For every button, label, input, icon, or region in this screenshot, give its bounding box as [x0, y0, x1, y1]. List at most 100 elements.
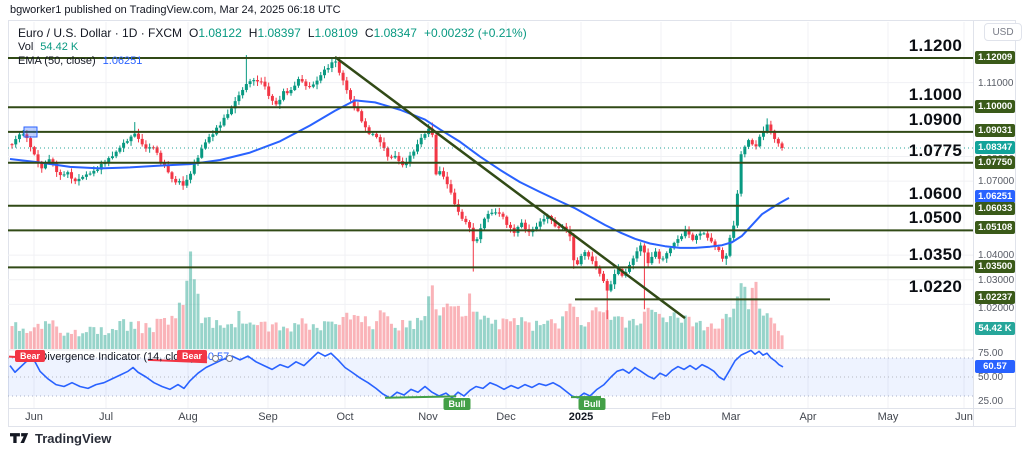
price-scale-badge[interactable]: 1.06033: [975, 201, 1016, 215]
candle-body: [628, 264, 632, 272]
candle-body: [308, 86, 312, 88]
candle-body: [616, 269, 620, 275]
footer-brand[interactable]: TradingView: [10, 431, 111, 446]
candle-body: [386, 148, 390, 157]
level-price-label[interactable]: 1.0220: [908, 277, 962, 297]
volume-bar: [494, 319, 498, 349]
candle-body: [546, 215, 550, 219]
price-scale-tick[interactable]: 1.02000: [978, 303, 1015, 315]
level-price-label[interactable]: 1.0500: [908, 208, 962, 228]
volume-label[interactable]: Vol: [18, 41, 34, 53]
candle-body: [129, 136, 133, 142]
time-axis-label[interactable]: Sep: [258, 411, 278, 423]
candle-body: [32, 147, 36, 155]
candle-body: [293, 85, 297, 90]
volume-bar: [103, 334, 107, 349]
volume-bar: [482, 315, 486, 349]
price-scale-badge[interactable]: 60.57: [975, 359, 1015, 373]
volume-bar: [278, 330, 282, 349]
time-axis-label[interactable]: Jul: [98, 411, 114, 423]
volume-bar: [363, 316, 367, 349]
candle-body: [337, 61, 341, 73]
price-scale-badge[interactable]: 1.03500: [975, 260, 1016, 274]
ema-label[interactable]: EMA (50, close): [18, 55, 96, 67]
candle-body: [200, 148, 204, 158]
volume-bar: [579, 325, 583, 349]
volume-bar: [330, 321, 334, 349]
time-axis-label[interactable]: 2025: [568, 411, 594, 423]
candle-body: [189, 173, 193, 180]
price-scale-badge[interactable]: 1.06251: [975, 189, 1016, 203]
volume-bar: [743, 286, 747, 349]
volume-bar: [181, 305, 185, 349]
price-scale-tick[interactable]: 1.03000: [978, 274, 1015, 286]
time-axis-label[interactable]: Aug: [178, 411, 198, 423]
line-anchor-handle[interactable]: [23, 126, 38, 138]
volume-bar: [561, 316, 565, 349]
price-scale-tick[interactable]: 75.00: [978, 348, 1004, 360]
candle-body: [438, 171, 442, 175]
level-price-label[interactable]: 1.1200: [908, 36, 962, 56]
price-scale-badge[interactable]: 1.10000: [975, 100, 1016, 114]
candle-body: [192, 164, 196, 174]
time-axis-label[interactable]: Nov: [418, 411, 438, 423]
chart-plot-area[interactable]: [8, 20, 973, 413]
candle-body: [687, 230, 691, 235]
symbol-ohlc-row: Euro / U.S. Dollar · 1D · FXCM O1.08122 …: [18, 27, 527, 40]
volume-bar: [713, 328, 717, 349]
volume-bar: [25, 332, 29, 349]
level-price-label[interactable]: 1.0600: [908, 183, 962, 203]
time-axis-label[interactable]: Apr: [799, 411, 817, 423]
currency-label[interactable]: USD: [984, 23, 1022, 41]
time-axis-label[interactable]: Feb: [651, 411, 671, 423]
level-price-label[interactable]: 1.0900: [908, 109, 962, 129]
level-price-label[interactable]: 1.0775: [908, 140, 962, 160]
volume-bar: [401, 320, 405, 349]
candle-body: [375, 133, 379, 138]
candle-body: [211, 134, 215, 137]
time-axis-label[interactable]: Jun: [25, 411, 43, 423]
volume-bar: [192, 279, 196, 349]
indicator-circle-icon[interactable]: [212, 355, 219, 362]
price-scale-tick[interactable]: 1.07000: [978, 176, 1015, 188]
price-scale-tick[interactable]: 25.00: [978, 395, 1004, 407]
price-scale-badge[interactable]: 54.42 K: [975, 322, 1015, 335]
level-price-label[interactable]: 1.0350: [908, 245, 962, 265]
price-scale-badge[interactable]: 1.02237: [975, 291, 1016, 305]
time-axis-label[interactable]: Dec: [496, 411, 516, 423]
price-scale-badge[interactable]: 1.12009: [975, 50, 1016, 64]
time-axis-label[interactable]: Jun: [955, 411, 973, 423]
volume-series[interactable]: [10, 251, 784, 349]
level-price-label[interactable]: 1.1000: [908, 85, 962, 105]
symbol-title[interactable]: Euro / U.S. Dollar · 1D · FXCM: [18, 26, 183, 40]
volume-bar: [583, 326, 587, 349]
volume-bar: [252, 324, 256, 349]
attribution-text: bgworker1 published on TradingView.com, …: [10, 4, 341, 16]
price-scale-tick[interactable]: 1.11000: [978, 77, 1014, 89]
volume-bar: [471, 311, 475, 349]
candle-body: [349, 90, 353, 100]
time-axis-label[interactable]: Mar: [721, 411, 741, 423]
indicator-circle-icon[interactable]: [226, 355, 233, 362]
rsi-indicator-title[interactable]: RSI Divergence Indicator (14, close): [18, 351, 195, 363]
time-axis-label[interactable]: May: [877, 411, 899, 423]
price-scale-badge[interactable]: 1.08347: [975, 141, 1016, 154]
price-scale-badge[interactable]: 1.07750: [975, 155, 1016, 169]
candle-body: [114, 151, 118, 157]
candle-body: [747, 140, 751, 147]
chart-canvas[interactable]: [8, 20, 973, 408]
downtrend-line[interactable]: [334, 56, 686, 320]
volume-bar: [349, 319, 353, 349]
price-scale-badge[interactable]: 1.05108: [975, 220, 1016, 234]
price-scale-badge[interactable]: 1.09031: [975, 124, 1016, 138]
volume-bar: [110, 328, 114, 349]
ema-line[interactable]: [9, 99, 790, 249]
volume-bar: [70, 333, 74, 349]
price-scale-tick[interactable]: 50.00: [978, 372, 1004, 383]
price-scale-tick[interactable]: 1.04000: [978, 250, 1015, 262]
candle-body: [140, 138, 144, 145]
volume-bar: [587, 322, 591, 349]
time-axis-label[interactable]: Oct: [336, 411, 354, 423]
candle-body: [739, 154, 743, 194]
volume-bar: [237, 310, 241, 349]
